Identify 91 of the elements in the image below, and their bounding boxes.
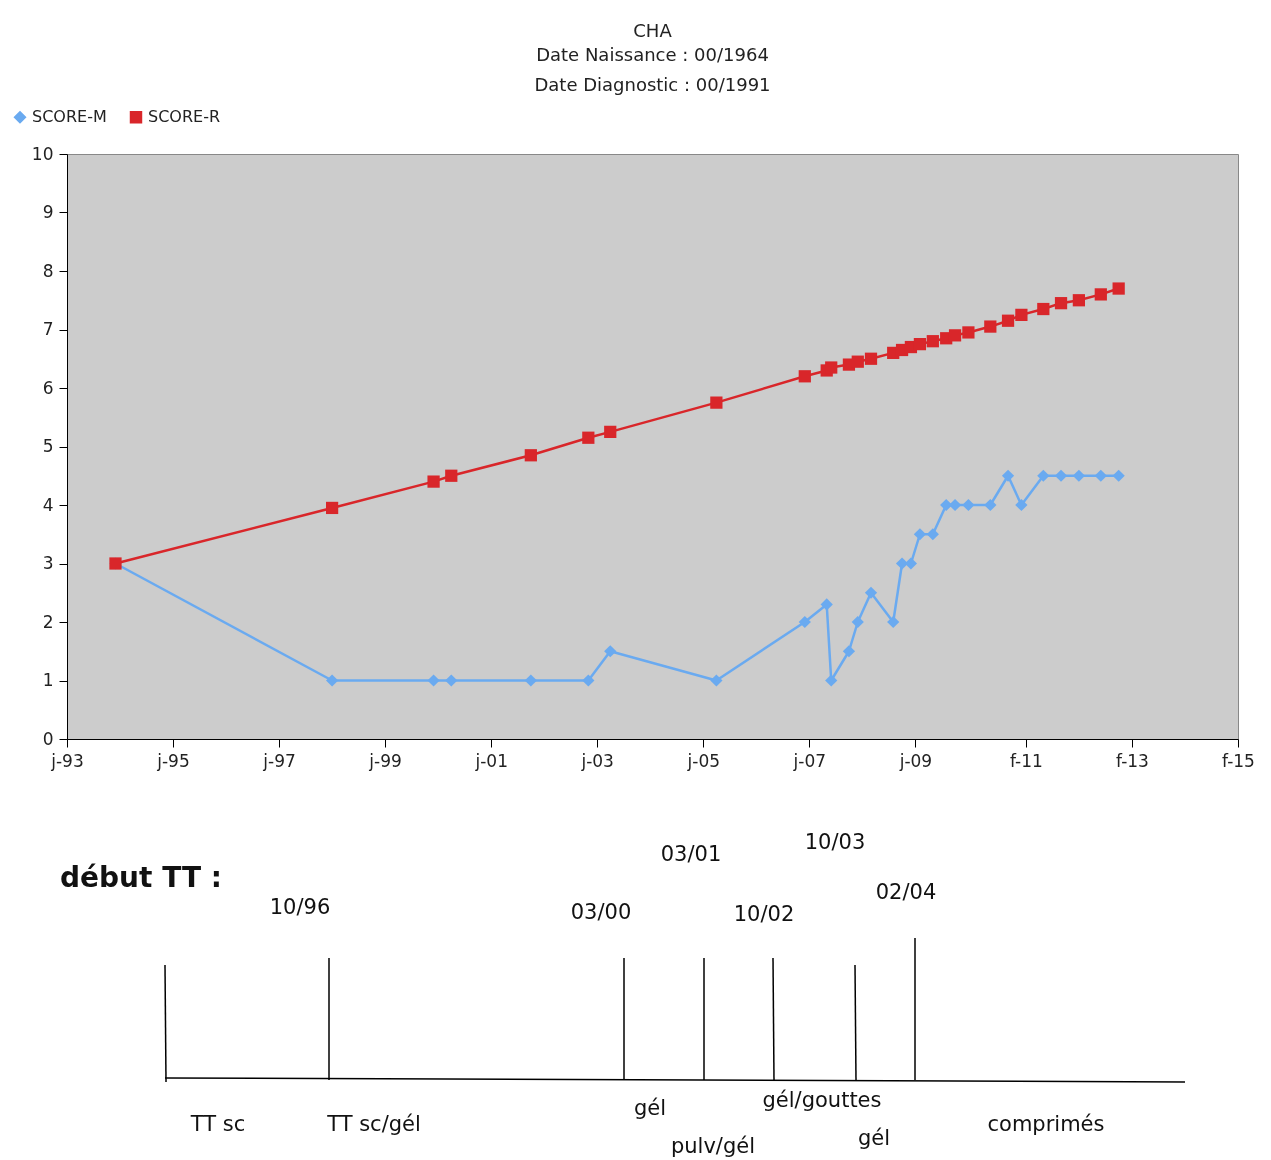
point <box>798 370 811 383</box>
y-tick-label: 2 <box>42 611 54 632</box>
point <box>1112 469 1125 482</box>
y-tick-label: 8 <box>42 260 54 281</box>
point <box>1001 314 1015 327</box>
y-tick-label: 4 <box>42 494 54 515</box>
point <box>1094 469 1107 482</box>
y-tick-label: 6 <box>42 377 54 398</box>
text: 10/02 <box>733 902 795 926</box>
point <box>962 326 975 339</box>
x-tick-label: j-01 <box>474 750 508 771</box>
text: TT sc <box>189 1112 246 1136</box>
text: 03/01 <box>660 842 722 866</box>
point <box>948 498 962 512</box>
text: TT sc/gél <box>326 1112 421 1136</box>
point <box>842 645 856 658</box>
point <box>427 674 440 687</box>
point <box>445 674 458 687</box>
text: comprimés <box>987 1112 1105 1136</box>
x-tick-label: j-05 <box>686 750 721 771</box>
point <box>445 469 458 482</box>
x-tick-label: f-11 <box>1009 750 1043 771</box>
point <box>1054 469 1068 482</box>
point <box>1015 308 1028 321</box>
y-tick-label: 7 <box>42 319 54 339</box>
point <box>851 615 864 629</box>
point <box>926 528 939 541</box>
legend-label: SCORE-R <box>148 107 221 127</box>
point <box>984 320 997 333</box>
point <box>1112 282 1125 295</box>
point <box>604 645 617 658</box>
point <box>864 352 878 365</box>
x-tick-label: j-07 <box>792 750 827 771</box>
text: gél/gouttes <box>762 1088 882 1112</box>
text: 03/00 <box>570 900 632 924</box>
point <box>851 355 864 368</box>
point <box>710 674 723 687</box>
point <box>1015 498 1028 512</box>
point <box>887 615 900 629</box>
text: début TT : <box>60 861 222 894</box>
point <box>582 431 595 444</box>
point <box>524 674 537 687</box>
point <box>948 329 962 342</box>
y-tick-label: 5 <box>42 436 54 456</box>
text: gél <box>857 1126 891 1150</box>
point <box>913 528 927 541</box>
point <box>1094 288 1107 301</box>
point <box>710 396 723 409</box>
point <box>962 498 975 512</box>
point <box>984 498 997 512</box>
point <box>1054 297 1068 310</box>
point <box>604 425 617 438</box>
x-tick-label: j-95 <box>156 750 190 771</box>
point <box>582 674 595 687</box>
point <box>913 338 927 351</box>
y-tick-label: 0 <box>42 728 54 749</box>
text: gél <box>633 1096 667 1120</box>
x-tick-label: j-03 <box>580 750 614 771</box>
point <box>926 335 939 348</box>
point <box>524 449 537 462</box>
chart-subtitle: Date Naissance : 00/1964 Date Diagnostic : 00/1991 <box>534 44 771 95</box>
point <box>798 615 811 629</box>
point <box>825 361 838 374</box>
y-tick-label: 1 <box>42 670 54 690</box>
x-tick-label: f-13 <box>1116 750 1149 771</box>
point <box>820 598 833 611</box>
point <box>1072 469 1086 482</box>
point <box>1001 469 1015 482</box>
text: pulv/gél <box>670 1134 756 1158</box>
text: 10/96 <box>269 895 331 919</box>
y-tick-label: 3 <box>42 553 54 573</box>
point <box>1037 302 1050 316</box>
x-tick-label: j-93 <box>50 750 84 771</box>
point <box>904 557 918 570</box>
point <box>427 475 440 488</box>
text: 10/03 <box>804 830 866 854</box>
point <box>864 586 878 599</box>
y-tick-label: 9 <box>42 202 54 222</box>
x-tick-label: f-15 <box>1222 750 1255 771</box>
x-tick-label: j-09 <box>898 750 933 771</box>
point <box>825 674 838 687</box>
text: 02/04 <box>875 880 937 904</box>
legend-label: SCORE-M <box>32 107 107 127</box>
point <box>325 501 339 515</box>
point <box>325 674 339 687</box>
chart-title: CHA <box>633 20 673 41</box>
x-tick-label: j-99 <box>368 750 402 771</box>
y-tick-label: 10 <box>31 143 54 164</box>
x-tick-label: j-97 <box>262 750 296 771</box>
point <box>1072 294 1086 307</box>
point <box>1037 469 1050 482</box>
